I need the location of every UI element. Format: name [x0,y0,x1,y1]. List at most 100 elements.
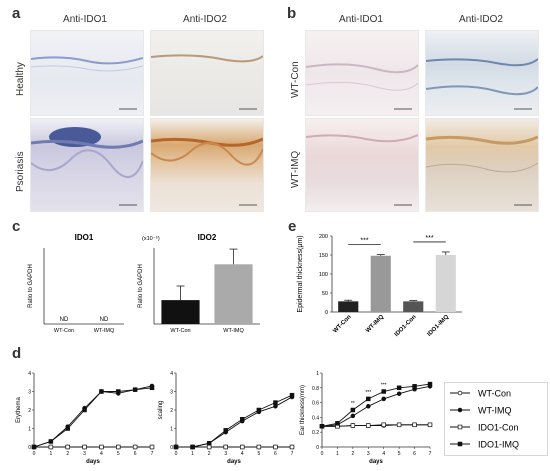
x-tick-label: 1 [191,451,194,457]
y-tick-label: 1 [28,427,31,433]
data-point-ido1-imq [132,387,138,392]
data-point-wt-imq [350,413,356,419]
data-point-ido1-imq [31,444,37,450]
data-point-ido1-imq [350,407,356,413]
legend-label-wt-imq: WT-IMQ [478,406,512,416]
x-tick-label: 0 [175,451,178,457]
legend-marker-ido1-con [457,424,463,430]
chart-title: IDO2 [198,233,217,242]
y-tick-label: 4 [170,371,173,377]
data-point-ido1-imq [427,381,433,387]
chart-title: IDO1 [75,233,94,242]
x-tick-label: 4 [241,451,244,457]
y-axis-label: Erythema [16,397,22,423]
y-tick-label: 2 [28,408,31,414]
histology-image-wt-imq-ido1 [305,118,419,212]
significance-label: *** [425,235,433,242]
bar-ido1-imq [435,255,456,312]
x-tick-label: WT-IMQ [223,328,244,334]
x-tick-label: IDO1-Con [394,314,418,338]
chart-d-scaling: 0 1 2 3 4 0 1 2 3 4 5 6 7 days scaling [158,371,295,465]
x-tick-label: WT-IMQ [365,314,385,334]
data-point-ido1-con [116,444,121,450]
chart-c-ido1: IDO1 Ratio to GAPDH ND WT-Con ND WT-IMQ [28,233,124,334]
data-point-ido1-con [48,444,54,450]
data-point-ido1-con [427,422,433,428]
panel-letter-b: b [287,5,297,22]
x-axis-label: days [86,459,100,465]
panel-b-row-wt-con: WT-Con [290,61,301,98]
histology-image-wt-con-ido2 [425,30,539,116]
data-point-ido1-imq [223,428,228,433]
scale-note: (x10⁻⁵) [142,235,160,242]
data-point-ido1-imq [149,385,155,391]
y-tick-label: 1 [316,371,319,377]
x-tick-label: 3 [224,451,227,457]
data-point-ido1-con [240,444,245,450]
x-tick-label: 4 [382,451,385,457]
x-tick-label: 5 [398,451,401,457]
y-axis-label: Ear thickness(mm) [300,385,306,435]
legend-marker-wt-imq [457,407,463,413]
series-line-wt-imq [33,385,153,448]
y-tick-label: 3 [170,390,173,396]
data-point-ido1-con [412,422,417,428]
y-axis-label: Ratio to GAPDH [138,264,144,308]
x-tick-label: WT-Con [54,328,74,334]
x-tick-label: 6 [134,451,137,457]
data-point-ido1-imq [48,439,54,444]
y-tick-label: 0 [28,445,31,451]
x-tick-label: IDO1-IMQ [427,314,451,338]
x-tick-label: 2 [66,451,69,457]
significance-label: *** [360,238,368,245]
x-tick-label: 6 [413,451,416,457]
data-point-ido1-imq [99,389,104,394]
y-tick-label: 2 [170,408,173,414]
x-axis-label: days [227,459,241,465]
nd-annotation: ND [100,317,109,323]
nd-annotation: ND [60,317,69,323]
data-point-ido1-con [273,444,278,450]
bar-wt-imq [214,264,253,324]
y-tick-label: 0.4 [312,415,319,421]
data-point-ido1-con [381,422,386,428]
x-tick-label: 2 [208,451,211,457]
y-axis-label: Epidermal thickness(μm) [297,235,304,312]
y-tick-label: 150 [319,253,328,259]
panel-a-row-healthy: Healthy [15,62,26,96]
y-tick-label: 1 [170,427,173,433]
x-tick-label: WT-Con [170,328,190,334]
panel-letter-c: c [12,218,21,235]
series-line-ido1-imq [176,394,293,448]
data-point-wt-imq [396,391,402,396]
data-point-ido1-con [132,444,138,450]
y-tick-label: 200 [319,234,328,240]
data-point-ido1-con [350,423,356,428]
y-tick-label: 0.2 [312,430,319,436]
y-axis-label: scaling [158,401,164,420]
significance-label: ** [351,401,355,407]
significance-label: *** [381,383,387,389]
series-line-ido1-imq [321,383,431,427]
y-tick-label: 0 [325,310,328,316]
legend-frame [444,382,548,456]
data-point-ido1-con [396,422,402,428]
legend-marker-wt-con [457,390,463,396]
data-point-ido1-con [256,444,262,450]
data-point-wt-imq [381,396,386,402]
data-point-ido1-con [65,444,70,450]
histology-image-wt-imq-ido2 [425,118,539,212]
data-point-ido1-imq [173,444,179,450]
histology-image-healthy-ido1 [30,30,144,116]
panel-b-header-ido1: Anti-IDO1 [339,14,383,25]
data-point-ido1-imq [412,384,417,389]
x-tick-label: 7 [429,451,432,457]
data-point-ido1-con [366,423,371,428]
chart-c-ido2: IDO2 (x10⁻⁵) Ratio to GAPDH WT-Con WT-IMQ [138,233,260,334]
legend-label-wt-con: WT-Con [478,389,511,399]
x-tick-label: 7 [291,451,294,457]
data-point-ido1-imq [289,392,295,398]
data-point-ido1-imq [273,400,278,405]
data-point-ido1-imq [206,441,212,446]
x-tick-label: 5 [117,451,120,457]
